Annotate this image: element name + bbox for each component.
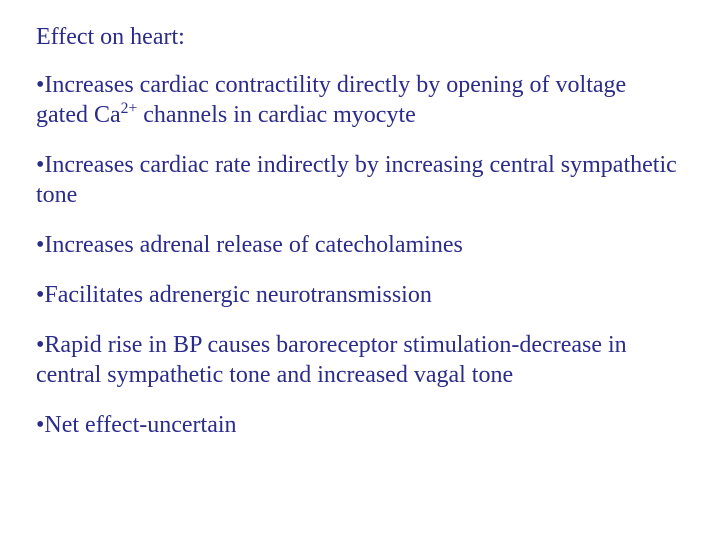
bullet-text-pre: Increases cardiac rate indirectly by inc…: [36, 152, 677, 208]
bullet-item: •Increases adrenal release of catecholam…: [36, 230, 684, 260]
bullet-item: •Increases cardiac rate indirectly by in…: [36, 150, 684, 210]
bullet-text-pre: Facilitates adrenergic neurotransmission: [44, 282, 431, 308]
bullet-text-pre: Rapid rise in BP causes baroreceptor sti…: [36, 332, 627, 388]
bullet-item: •Increases cardiac contractility directl…: [36, 70, 684, 130]
slide: Effect on heart: •Increases cardiac cont…: [0, 0, 720, 540]
bullet-item: •Rapid rise in BP causes baroreceptor st…: [36, 330, 684, 390]
bullet-text-post: channels in cardiac myocyte: [137, 102, 416, 128]
bullet-text-pre: Net effect-uncertain: [44, 412, 236, 438]
bullet-item: •Net effect-uncertain: [36, 410, 684, 440]
bullet-text-sup: 2+: [121, 100, 138, 117]
heading: Effect on heart:: [36, 22, 684, 52]
bullet-text-pre: Increases adrenal release of catecholami…: [44, 232, 462, 258]
bullet-item: •Facilitates adrenergic neurotransmissio…: [36, 280, 684, 310]
